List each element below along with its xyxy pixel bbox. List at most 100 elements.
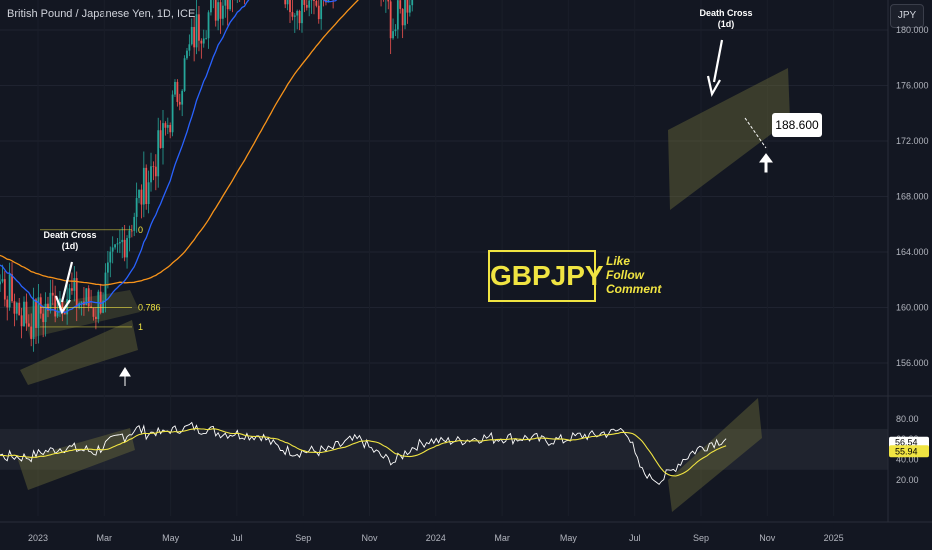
candle-body — [298, 10, 301, 24]
candle-body — [27, 323, 30, 327]
candle-body — [0, 281, 1, 285]
y-tick-label: 180.000 — [896, 25, 929, 35]
candle-body — [210, 0, 212, 13]
rsi-channel-2024 — [668, 398, 762, 512]
cta-follow: Follow — [606, 268, 644, 282]
rsi-y-tick-label: 20.00 — [896, 475, 919, 485]
candle-body — [389, 1, 392, 39]
candle-body — [320, 0, 323, 20]
candle-body — [54, 295, 57, 317]
candle-body — [80, 301, 83, 304]
y-tick-label: 168.000 — [896, 192, 929, 202]
fib-2023-label: 0.786 — [138, 303, 161, 313]
candle-body — [408, 5, 411, 13]
candle-body — [164, 123, 167, 128]
candle-body — [305, 4, 308, 8]
channel-2024 — [668, 68, 790, 210]
candle-body — [75, 278, 78, 308]
candle-body — [202, 38, 205, 44]
x-tick-label: Jul — [231, 533, 243, 543]
candle-body — [174, 81, 176, 95]
candle-body — [150, 166, 152, 183]
candle-body — [190, 26, 193, 45]
candle-body — [317, 5, 320, 20]
rsi-y-tick-label: 40.00 — [896, 455, 919, 465]
candle-body — [183, 58, 186, 91]
candle-body — [303, 0, 306, 5]
candle-body — [181, 90, 184, 105]
candle-body — [49, 292, 52, 311]
fib-2023-label: 1 — [138, 322, 143, 332]
candle-body — [145, 167, 148, 205]
candle-body — [20, 315, 23, 327]
cta-like: Like — [606, 254, 631, 268]
candle-body — [229, 0, 231, 10]
candle-body — [399, 0, 402, 9]
candle-body — [37, 297, 40, 328]
chart-title: British Pound / Japanese Yen, 1D, ICE — [7, 8, 196, 20]
candle-body — [63, 312, 66, 315]
candle-body — [214, 0, 217, 21]
candle-body — [157, 130, 160, 177]
x-tick-label: Nov — [759, 533, 776, 543]
candle-body — [73, 278, 76, 291]
candle-body — [118, 242, 121, 244]
ma-slow-line — [0, 0, 359, 286]
x-tick-label: Jul — [629, 533, 641, 543]
candle-body — [95, 316, 97, 320]
candle-body — [3, 279, 6, 300]
candle-body — [313, 0, 315, 2]
candle-body — [71, 288, 73, 291]
candle-body — [207, 12, 210, 39]
candle-body — [142, 167, 145, 205]
y-tick-label: 160.000 — [896, 303, 929, 313]
candle-body — [11, 274, 13, 302]
candle-body — [289, 0, 291, 13]
candle-body — [171, 94, 174, 133]
channel-2023-upper — [22, 290, 140, 338]
x-tick-label: May — [162, 533, 180, 543]
candle-body — [56, 310, 59, 317]
y-tick-label: 156.000 — [896, 358, 929, 368]
target-price-callout: 188.600 — [772, 113, 822, 137]
currency-button[interactable]: JPY — [890, 4, 924, 28]
candle-body — [404, 0, 406, 26]
candle-body — [97, 291, 100, 320]
candle-body — [102, 300, 104, 313]
rsi-badge-2-text: 55.94 — [895, 446, 918, 456]
candle-body — [44, 303, 47, 323]
fib-2023-label: 0 — [138, 225, 143, 235]
candle-body — [35, 299, 37, 328]
candle-body — [126, 238, 128, 258]
candle-body — [176, 81, 179, 102]
candle-body — [286, 0, 289, 5]
candle-body — [109, 251, 112, 263]
candle-body — [169, 124, 172, 133]
candle-body — [133, 216, 136, 231]
candle-body — [159, 130, 162, 148]
x-tick-label: 2024 — [426, 533, 446, 543]
y-tick-label: 172.000 — [896, 136, 929, 146]
candle-body — [186, 50, 188, 59]
candle-body — [13, 301, 16, 314]
candle-body — [1, 279, 4, 282]
candle-body — [188, 44, 191, 51]
rsi-y-tick-label: 80.00 — [896, 414, 919, 424]
candle-body — [152, 166, 155, 168]
candle-body — [406, 0, 409, 13]
candle-body — [111, 247, 114, 252]
candle-body — [222, 5, 224, 19]
candle-body — [284, 0, 287, 5]
candle-body — [42, 313, 45, 323]
candle-body — [195, 14, 198, 48]
rsi-channel-2023 — [18, 428, 135, 490]
candle-body — [51, 292, 54, 296]
death-cross-arrow-2024 — [706, 39, 724, 98]
channel-2023 — [20, 320, 138, 385]
candle-body — [15, 302, 18, 314]
candle-body — [138, 189, 140, 198]
y-tick-label: 176.000 — [896, 81, 929, 91]
candle-body — [23, 301, 25, 327]
candles — [0, 0, 414, 352]
